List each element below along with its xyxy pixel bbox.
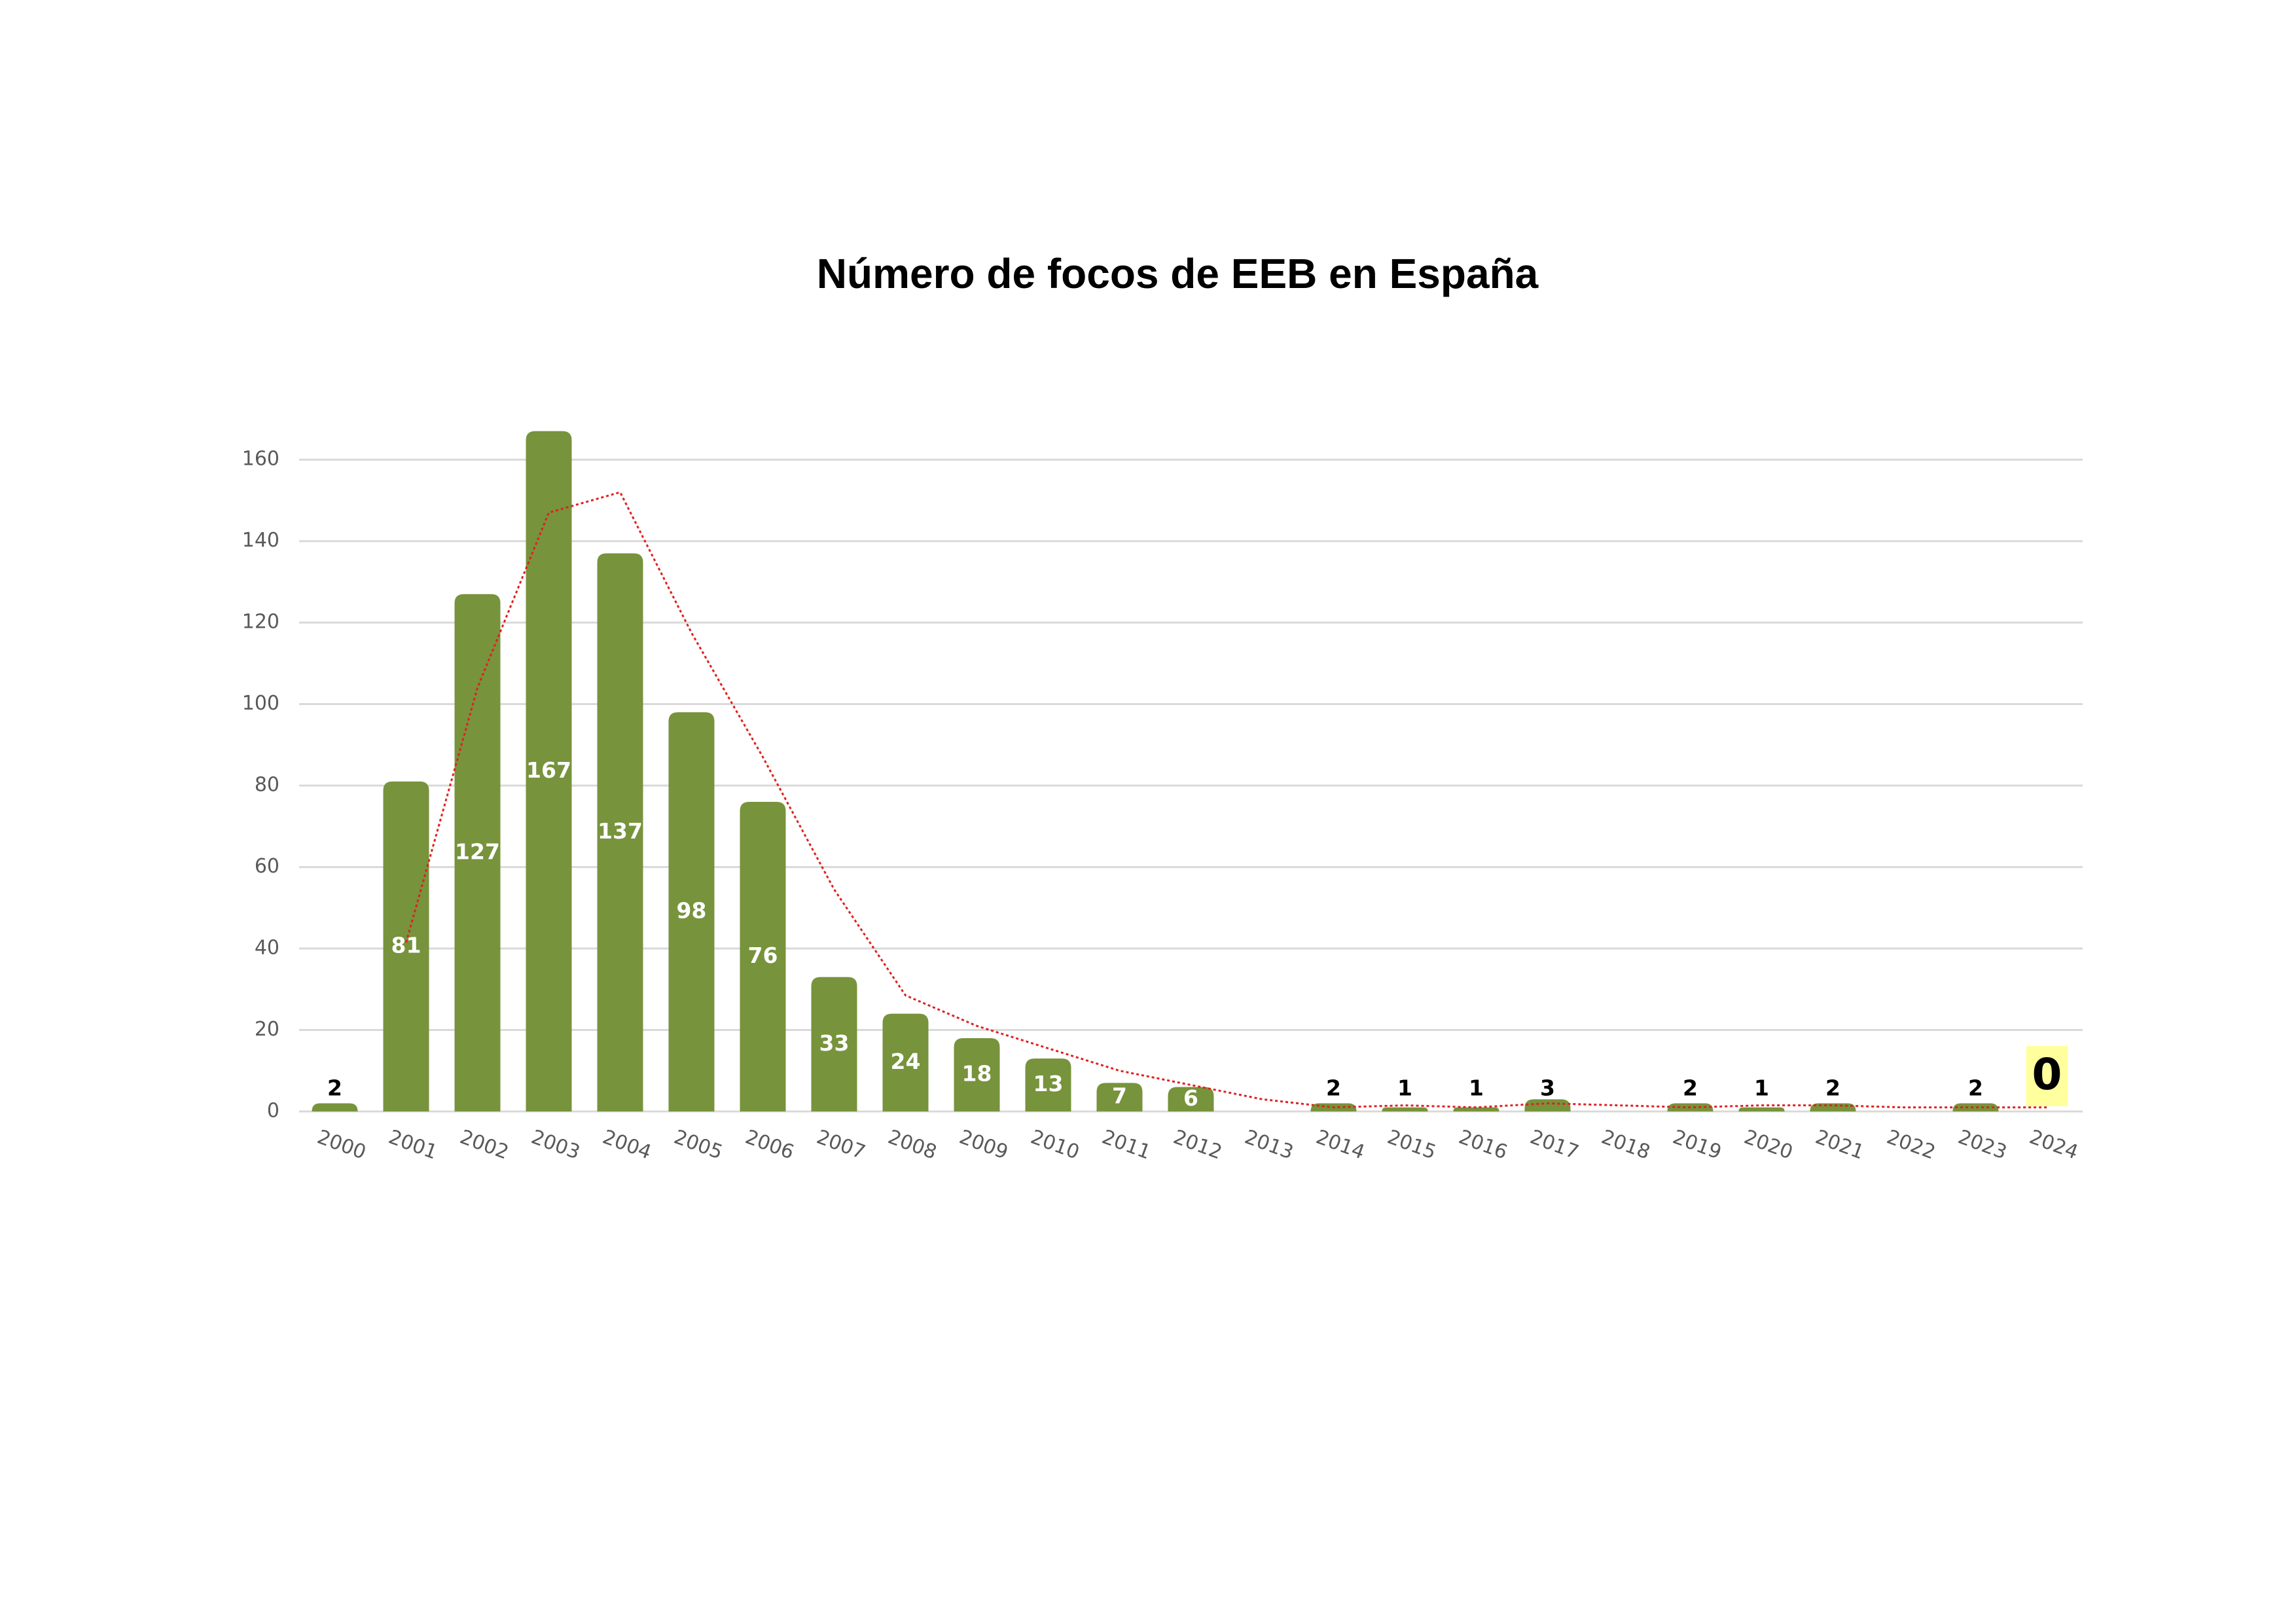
x-tick-label: 2002 — [457, 1126, 512, 1164]
value-label: 0 — [2032, 1049, 2062, 1100]
value-label: 2 — [1326, 1075, 1341, 1100]
value-label: 76 — [748, 943, 778, 968]
x-tick-label: 2005 — [671, 1126, 726, 1164]
value-label: 2 — [327, 1075, 342, 1100]
y-tick-label: 80 — [255, 774, 279, 797]
value-label: 2 — [1968, 1075, 1983, 1100]
value-label: 2 — [1825, 1075, 1840, 1100]
bar — [1952, 1103, 1999, 1111]
value-label: 1 — [1397, 1075, 1412, 1100]
bar — [526, 431, 572, 1111]
value-label: 33 — [819, 1030, 850, 1056]
x-tick-label: 2015 — [1384, 1126, 1439, 1164]
bar — [1168, 1087, 1214, 1111]
value-label: 24 — [891, 1049, 921, 1074]
value-label: 127 — [455, 839, 500, 864]
value-label: 167 — [526, 757, 571, 783]
x-tick-label: 2016 — [1456, 1126, 1511, 1164]
x-tick-label: 2001 — [386, 1126, 440, 1164]
value-label: 2 — [1683, 1075, 1698, 1100]
bar — [383, 781, 429, 1111]
x-tick-label: 2000 — [314, 1126, 369, 1164]
bar — [811, 977, 857, 1111]
x-tick-label: 2004 — [600, 1126, 655, 1164]
x-tick-label: 2009 — [956, 1126, 1011, 1164]
value-label: 98 — [677, 898, 707, 924]
x-tick-label: 2021 — [1812, 1126, 1867, 1164]
bar — [1025, 1058, 1071, 1111]
x-tick-label: 2003 — [528, 1126, 583, 1164]
bar — [1382, 1107, 1428, 1111]
x-tick-label: 2020 — [1741, 1126, 1796, 1164]
value-label: 1 — [1754, 1075, 1769, 1100]
bar — [1738, 1107, 1785, 1111]
x-tick-label: 2019 — [1670, 1126, 1725, 1164]
x-tick-label: 2007 — [814, 1126, 869, 1164]
bar — [668, 712, 715, 1111]
value-label: 81 — [391, 932, 422, 958]
bar — [740, 802, 786, 1111]
y-tick-label: 120 — [242, 611, 279, 634]
chart-title: Número de focos de EEB en España — [817, 250, 1539, 297]
value-label: 1 — [1469, 1075, 1484, 1100]
bar — [954, 1038, 1000, 1111]
value-label: 18 — [962, 1060, 992, 1086]
bar — [1524, 1099, 1571, 1111]
value-label: 13 — [1033, 1071, 1064, 1096]
y-tick-label: 160 — [242, 448, 279, 471]
bar — [454, 594, 501, 1111]
label-highlight — [2026, 1046, 2068, 1106]
y-tick-label: 140 — [242, 529, 279, 552]
value-label: 137 — [598, 818, 643, 844]
bar — [597, 553, 643, 1111]
x-tick-label: 2022 — [1884, 1126, 1939, 1164]
x-tick-label: 2013 — [1242, 1126, 1297, 1164]
x-tick-label: 2014 — [1313, 1126, 1368, 1164]
bar — [312, 1103, 358, 1111]
y-tick-label: 0 — [267, 1100, 279, 1123]
bar — [1810, 1103, 1856, 1111]
x-tick-label: 2011 — [1099, 1126, 1154, 1164]
value-label: 7 — [1112, 1083, 1127, 1109]
y-tick-label: 60 — [255, 855, 279, 878]
bar — [1453, 1107, 1499, 1111]
x-tick-label: 2008 — [885, 1126, 940, 1164]
bar — [882, 1013, 929, 1111]
y-tick-label: 100 — [242, 692, 279, 715]
value-label: 6 — [1183, 1085, 1198, 1111]
x-tick-label: 2023 — [1955, 1126, 2010, 1164]
y-tick-label: 40 — [255, 937, 279, 960]
value-label: 3 — [1540, 1075, 1555, 1100]
x-tick-label: 2012 — [1170, 1126, 1225, 1164]
trend-line — [405, 491, 2047, 1109]
x-tick-label: 2010 — [1028, 1126, 1083, 1164]
x-tick-label: 2018 — [1598, 1126, 1653, 1164]
y-tick-label: 20 — [255, 1018, 279, 1041]
x-tick-label: 2024 — [2026, 1126, 2081, 1164]
x-tick-label: 2017 — [1527, 1126, 1582, 1164]
bar — [1096, 1083, 1143, 1111]
x-tick-label: 2006 — [742, 1126, 797, 1164]
